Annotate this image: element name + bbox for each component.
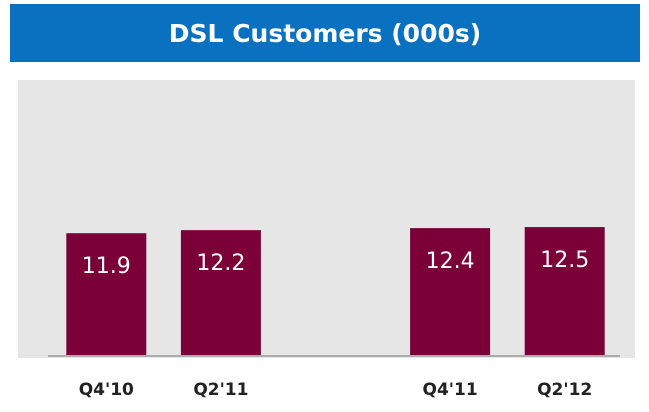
data-label: 12.5 xyxy=(540,248,589,273)
x-tick-label: Q2'12 xyxy=(537,380,592,400)
title-bar xyxy=(10,4,640,62)
data-label: 11.9 xyxy=(82,254,131,279)
bar xyxy=(524,227,605,355)
bar xyxy=(180,230,261,355)
x-tick-label: Q2'11 xyxy=(193,380,248,400)
bar xyxy=(66,233,147,355)
chart-title: DSL Customers (000s) xyxy=(169,19,481,48)
x-tick-label: Q4'10 xyxy=(79,380,134,400)
x-tick-label: Q4'11 xyxy=(423,380,478,400)
data-label: 12.4 xyxy=(426,249,475,274)
bar xyxy=(410,228,491,355)
data-label: 12.2 xyxy=(196,251,245,276)
